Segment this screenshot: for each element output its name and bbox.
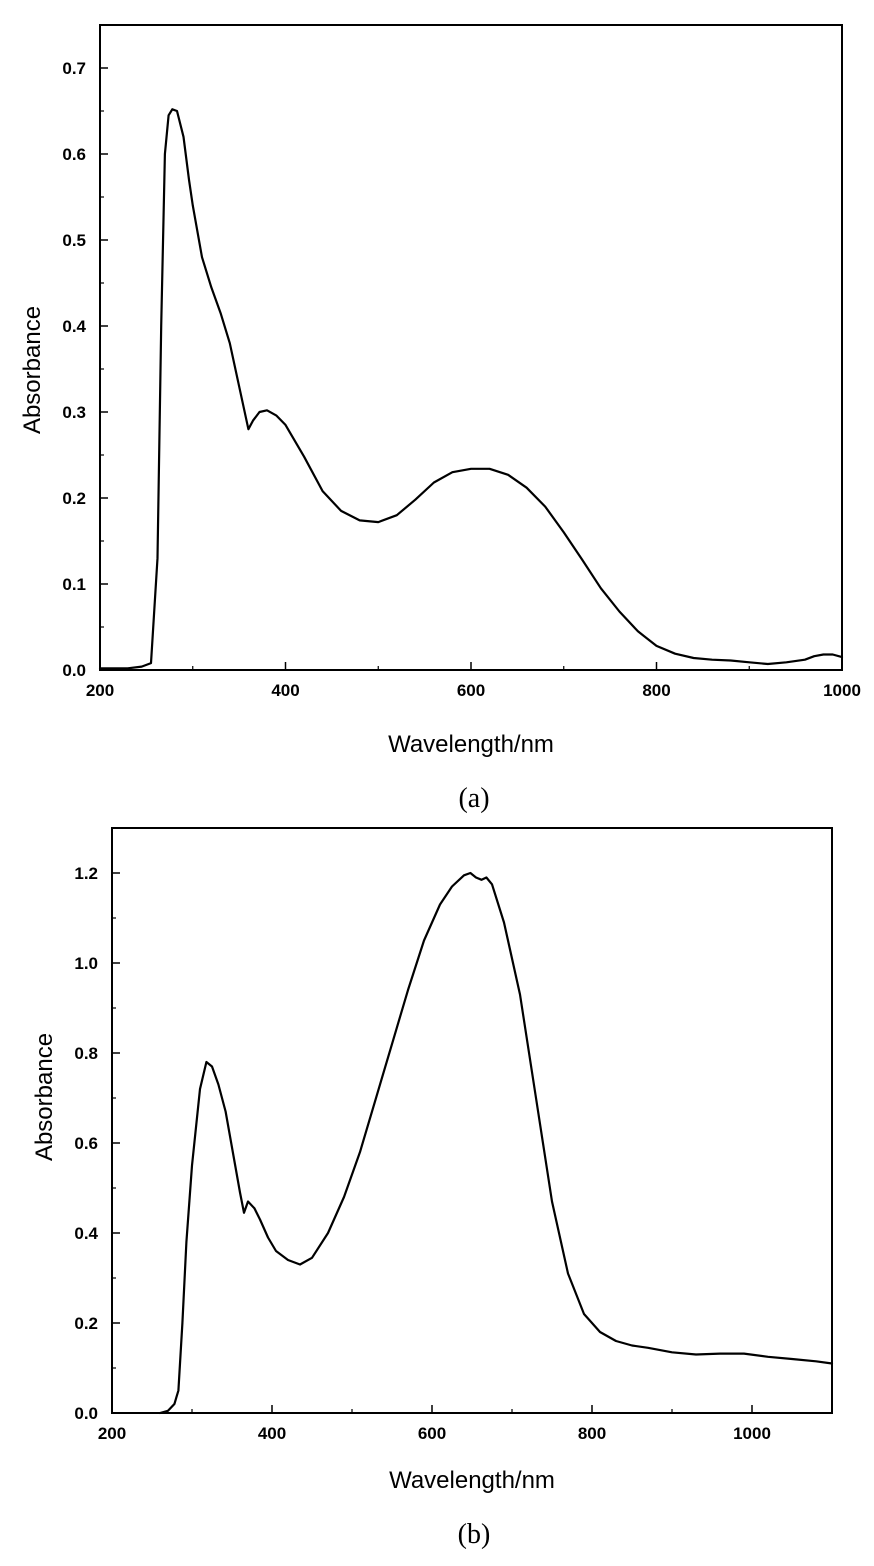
y-tick-label: 0.7 <box>62 59 86 78</box>
y-tick-label: 0.5 <box>62 231 86 250</box>
x-tick-label: 1000 <box>823 681 861 700</box>
x-tick-label: 400 <box>258 1424 286 1443</box>
axis-ticks <box>99 67 843 671</box>
x-tick-label: 800 <box>642 681 670 700</box>
x-tick-labels: 200 400 600 800 1000 <box>86 681 861 700</box>
y-tick-label: 0.0 <box>74 1404 98 1423</box>
x-tick-labels: 200 400 600 800 1000 <box>98 1424 771 1443</box>
x-axis-title: Wavelength/nm <box>388 731 554 758</box>
x-tick-label: 600 <box>457 681 485 700</box>
x-tick-label: 1000 <box>733 1424 771 1443</box>
y-tick-label: 0.6 <box>74 1134 98 1153</box>
caption: (b) <box>458 1519 491 1550</box>
x-axis-title: Wavelength/nm <box>389 1467 555 1494</box>
x-tick-label: 200 <box>98 1424 126 1443</box>
y-tick-label: 0.0 <box>62 661 86 680</box>
y-tick-labels: 0.0 0.1 0.2 0.3 0.4 0.5 0.6 0.7 <box>62 59 86 680</box>
y-tick-label: 1.0 <box>74 954 98 973</box>
y-tick-label: 0.3 <box>62 403 86 422</box>
x-tick-label: 200 <box>86 681 114 700</box>
y-tick-label: 0.2 <box>74 1314 98 1333</box>
y-axis-title: Absorbance <box>19 306 46 434</box>
y-tick-label: 0.1 <box>62 575 86 594</box>
chart-a: 200 400 600 800 1000 0.00.10.20.30.40.50.60.… <box>19 24 861 814</box>
axis-ticks <box>111 872 753 1414</box>
x-tick-label: 600 <box>418 1424 446 1443</box>
y-tick-label: 0.4 <box>62 317 86 336</box>
y-tick-label: 0.6 <box>62 145 86 164</box>
y-axis-title: Absorbance <box>31 1033 58 1161</box>
y-tick-label: 1.2 <box>74 864 98 883</box>
x-tick-label: 800 <box>578 1424 606 1443</box>
plot-frame <box>99 24 843 671</box>
plot-frame <box>111 827 833 1414</box>
chart-b: 200 400 600 800 1000 0.0 0.2 0.4 0.6 0.8 1.0 1.2 W… <box>31 827 834 1550</box>
y-tick-labels: 0.0 0.2 0.4 0.6 0.8 1.0 1.2 <box>74 864 98 1423</box>
y-tick-label: 0.8 <box>74 1044 98 1063</box>
caption: (a) <box>458 783 489 814</box>
absorbance-line <box>158 871 834 1415</box>
absorbance-line <box>98 108 844 670</box>
y-tick-label: 0.4 <box>74 1224 98 1243</box>
x-tick-label: 400 <box>271 681 299 700</box>
y-tick-label: 0.2 <box>62 489 86 508</box>
